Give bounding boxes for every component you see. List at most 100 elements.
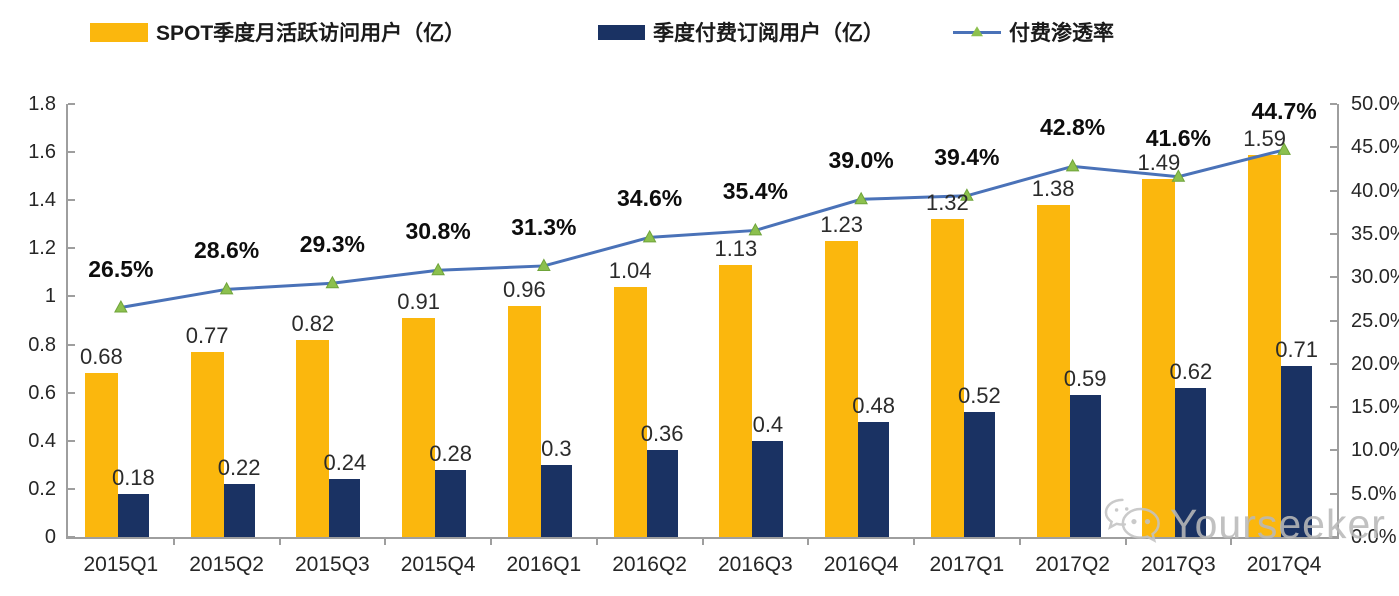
bar-value-label: 0.62 <box>1169 358 1213 384</box>
x-axis-category-label: 2016Q1 <box>506 553 582 576</box>
x-axis-category-label: 2017Q3 <box>1141 553 1216 576</box>
mau-bar <box>84 373 118 537</box>
legend-label-subscribers: 季度付费订阅用户（亿） <box>653 22 884 45</box>
left-axis-tick-label: 1.2 <box>28 237 56 260</box>
subscriber-bar <box>1281 366 1313 537</box>
mau-bar <box>825 241 859 537</box>
right-axis-tick-label: 10.0% <box>1351 439 1399 462</box>
subscriber-bar <box>117 493 149 537</box>
right-axis-tick <box>1330 103 1337 105</box>
left-axis-tick-label: 0 <box>44 526 56 548</box>
bar-value-label: 0.48 <box>852 392 896 418</box>
right-axis-tick-label: 0.0% <box>1351 526 1397 548</box>
triangle-marker-icon <box>953 26 1001 37</box>
bar-value-label: 0.3 <box>541 435 572 461</box>
left-axis-tick-label: 1.8 <box>28 93 56 115</box>
x-axis-category-label: 2015Q1 <box>83 553 159 576</box>
left-axis-tick <box>68 247 75 250</box>
bar-value-label: 0.24 <box>323 450 367 476</box>
left-axis-tick <box>68 391 75 394</box>
bar-value-label: 0.82 <box>291 310 335 336</box>
right-axis-tick-label: 15.0% <box>1351 396 1399 419</box>
left-axis-tick-label: 1.6 <box>28 141 56 164</box>
x-axis-tick <box>1018 537 1021 545</box>
triangle-marker-icon <box>431 262 445 276</box>
x-axis-tick <box>595 537 598 545</box>
subscriber-bar <box>752 440 784 537</box>
triangle-marker-icon <box>1277 142 1291 155</box>
left-axis-tick <box>68 536 75 538</box>
mau-bar <box>1248 154 1282 537</box>
left-axis-tick <box>68 487 75 490</box>
right-axis-tick-label: 30.0% <box>1351 266 1399 289</box>
bar-value-label: 0.36 <box>640 421 684 447</box>
right-axis-tick <box>1330 146 1337 149</box>
x-axis-tick <box>1230 537 1233 545</box>
mau-bar <box>402 318 436 537</box>
penetration-line <box>114 142 1291 313</box>
right-axis-tick-label: 45.0% <box>1351 136 1399 159</box>
bar-value-label: 0.68 <box>79 344 123 370</box>
x-axis-category-label: 2015Q2 <box>189 553 264 576</box>
x-axis-category-label: 2015Q4 <box>400 553 476 576</box>
bar-value-label: 0.28 <box>429 440 473 466</box>
subscriber-bar <box>646 450 678 537</box>
penetration-pct-label: 39.0% <box>828 147 894 174</box>
x-axis-tick <box>384 537 387 545</box>
left-axis-tick <box>68 295 75 298</box>
plot-area: 2015Q1 2015Q2 2015Q3 2015Q4 2016Q1 2016Q2 2016… <box>66 98 1339 576</box>
navy-bar-swatch-icon <box>598 24 645 40</box>
x-axis-tick <box>278 537 281 545</box>
right-axis-tick-label: 20.0% <box>1351 352 1399 375</box>
subscriber-bar <box>329 479 361 537</box>
penetration-pct-label: 42.8% <box>1040 114 1106 141</box>
mau-bar <box>613 286 647 537</box>
bar-value-label: 0.52 <box>957 382 1001 408</box>
left-axis-tick-label: 0.8 <box>28 333 56 356</box>
left-axis-tick-label: 0.4 <box>28 429 56 452</box>
subscriber-bar <box>1069 395 1101 537</box>
penetration-pct-label: 31.3% <box>511 213 577 240</box>
left-axis-tick <box>68 199 75 202</box>
bar-value-label: 1.38 <box>1031 176 1075 202</box>
penetration-pct-label: 28.6% <box>194 237 260 264</box>
x-axis-tick <box>172 537 175 545</box>
triangle-marker-icon <box>537 258 551 271</box>
mau-bar <box>507 306 541 537</box>
bar-value-label: 1.59 <box>1243 125 1287 151</box>
penetration-pct-label: 44.7% <box>1251 97 1317 124</box>
penetration-pct-label: 29.3% <box>299 231 365 258</box>
left-axis-tick-label: 0.6 <box>28 381 56 404</box>
mau-bar <box>719 265 753 537</box>
right-axis-tick-label: 25.0% <box>1351 309 1399 332</box>
penetration-pct-label: 26.5% <box>88 255 154 282</box>
bar-value-label: 0.22 <box>217 455 261 481</box>
right-axis-tick <box>1330 276 1337 279</box>
mau-bar <box>296 339 330 537</box>
subscriber-bar <box>858 421 890 537</box>
bar-value-label: 0.4 <box>752 411 784 437</box>
bar-value-label: 0.18 <box>111 464 155 490</box>
x-axis-category-label: 2017Q2 <box>1035 553 1110 576</box>
left-axis-tick <box>68 343 75 346</box>
right-axis-tick <box>1330 189 1337 192</box>
right-axis-tick <box>1330 319 1337 322</box>
x-axis-tick <box>913 537 915 545</box>
left-axis-tick <box>68 103 75 105</box>
bar-value-label: 1.04 <box>608 257 652 283</box>
x-axis-tick <box>701 537 704 545</box>
watermark: Yourseeker <box>1102 496 1386 552</box>
right-axis-tick-label: 50.0% <box>1351 93 1399 115</box>
right-axis-tick-label: 5.0% <box>1351 482 1397 505</box>
penetration-pct-label: 30.8% <box>405 218 471 245</box>
bar-value-label: 0.77 <box>185 322 229 348</box>
watermark-text: Yourseeker <box>1170 500 1386 547</box>
bar-value-label: 0.96 <box>502 277 546 303</box>
mau-bar <box>1142 178 1176 537</box>
right-axis-tick <box>1330 492 1337 495</box>
mau-bar <box>1036 205 1070 537</box>
penetration-pct-label: 41.6% <box>1145 124 1211 151</box>
x-axis-category-label: 2016Q4 <box>823 553 899 576</box>
subscriber-bar <box>963 411 995 537</box>
